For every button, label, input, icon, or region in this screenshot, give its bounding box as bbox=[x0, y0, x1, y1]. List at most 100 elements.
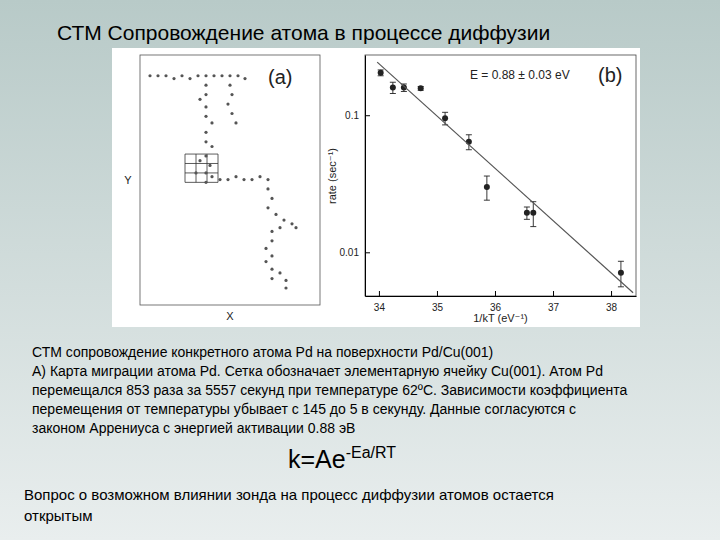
axis-line bbox=[366, 296, 637, 297]
error-bar-cap bbox=[484, 176, 490, 177]
trajectory-point bbox=[284, 286, 287, 289]
trajectory-point bbox=[274, 213, 277, 216]
error-bar-cap bbox=[484, 200, 490, 201]
background bbox=[0, 0, 720, 540]
y-tick-label: 0.1 bbox=[345, 110, 359, 121]
trajectory-point bbox=[264, 260, 267, 263]
trajectory-point bbox=[243, 77, 246, 80]
x-tick-label: 37 bbox=[548, 302, 560, 313]
trajectory-point bbox=[204, 84, 207, 87]
trajectory-point bbox=[234, 121, 237, 124]
caption-line: перемещения от температуры убывает с 145… bbox=[32, 401, 576, 417]
trajectory-point bbox=[204, 171, 207, 174]
trajectory-point bbox=[290, 222, 293, 225]
cell-grid-line bbox=[185, 163, 218, 164]
x-tick: 38 bbox=[606, 291, 618, 313]
annotation: E = 0.88 ± 0.03 eV bbox=[470, 68, 570, 82]
formula-base: k=Ae bbox=[288, 445, 346, 473]
trajectory-point bbox=[228, 84, 231, 87]
trajectory-point bbox=[204, 181, 207, 184]
trajectory-point bbox=[226, 102, 229, 105]
trajectory-point bbox=[204, 105, 207, 108]
data-point bbox=[378, 70, 384, 76]
trajectory-point bbox=[164, 74, 167, 77]
trajectory-point bbox=[212, 74, 215, 77]
trajectory-point bbox=[204, 140, 207, 143]
x-tick-mark bbox=[553, 291, 554, 296]
x-axis-label: X bbox=[226, 310, 234, 322]
trajectory-point bbox=[196, 74, 199, 77]
trajectory-point bbox=[270, 268, 273, 271]
error-bar-cap bbox=[401, 91, 407, 92]
cell-grid-line bbox=[185, 154, 186, 182]
x-tick-label: 35 bbox=[432, 302, 444, 313]
y-axis-label: rate (sec⁻¹) bbox=[326, 148, 338, 204]
data-point bbox=[442, 115, 448, 121]
trajectory-point bbox=[198, 98, 201, 101]
error-bar-cap bbox=[442, 112, 448, 113]
trajectory-point bbox=[226, 178, 229, 181]
x-tick-mark bbox=[437, 291, 438, 296]
formula-exponent: -Ea/RT bbox=[346, 444, 397, 461]
y-tick-mark bbox=[365, 115, 370, 116]
trajectory-point bbox=[210, 121, 213, 124]
slide: СТМ Сопровождение атома в процессе диффу… bbox=[0, 0, 720, 540]
x-tick-label: 38 bbox=[606, 302, 618, 313]
panel-label: (a) bbox=[268, 66, 292, 88]
trajectory-point bbox=[204, 154, 207, 157]
trajectory-point bbox=[218, 178, 221, 181]
trajectory-point bbox=[198, 159, 201, 162]
trajectory-point bbox=[230, 93, 233, 96]
x-tick-mark bbox=[611, 291, 612, 296]
data-point bbox=[524, 210, 530, 216]
trajectory-point bbox=[270, 239, 273, 242]
data-point bbox=[418, 85, 424, 91]
trajectory-point bbox=[194, 171, 197, 174]
data-point bbox=[618, 270, 624, 276]
trajectory-point bbox=[270, 277, 273, 280]
error-bar bbox=[524, 207, 530, 219]
data-point bbox=[484, 184, 490, 190]
trajectory-point bbox=[228, 74, 231, 77]
trajectory-point bbox=[180, 74, 183, 77]
y-tick-label: 0.01 bbox=[340, 247, 360, 258]
x-tick-mark bbox=[379, 291, 380, 296]
trajectory-point bbox=[278, 271, 281, 274]
error-bar bbox=[390, 82, 396, 93]
error-bar-cap bbox=[530, 226, 536, 227]
x-tick: 37 bbox=[548, 291, 560, 313]
x-axis: 3435363738 bbox=[366, 291, 637, 313]
trajectory-point bbox=[270, 254, 273, 257]
trajectory-point bbox=[282, 218, 285, 221]
axis-line bbox=[365, 56, 366, 297]
trajectory-point bbox=[156, 74, 159, 77]
y-tick-mark bbox=[365, 252, 370, 253]
trajectory-point bbox=[204, 74, 207, 77]
trajectory-point bbox=[278, 226, 281, 229]
x-tick: 34 bbox=[374, 291, 386, 313]
trajectory-point bbox=[210, 145, 213, 148]
trajectory-point bbox=[210, 175, 213, 178]
error-bar-cap bbox=[524, 207, 530, 208]
trajectory-point bbox=[208, 164, 211, 167]
y-axis-label: Y bbox=[124, 174, 132, 186]
trajectory-point bbox=[270, 197, 273, 200]
error-bar bbox=[378, 70, 384, 76]
trajectory-point bbox=[172, 77, 175, 80]
error-bar-cap bbox=[524, 219, 530, 220]
error-bar-cap bbox=[466, 134, 472, 135]
error-bar-cap bbox=[618, 286, 624, 287]
cell-grid-line bbox=[185, 182, 218, 183]
caption-line: перемещался 853 раза за 5557 секунд при … bbox=[32, 382, 627, 398]
cell-grid-line bbox=[185, 172, 218, 173]
plot-area bbox=[377, 62, 633, 293]
trajectory-point bbox=[234, 175, 237, 178]
x-tick: 35 bbox=[432, 291, 444, 313]
trajectory-point bbox=[270, 230, 273, 233]
x-axis-label: 1/kT (eV⁻¹) bbox=[473, 312, 528, 324]
error-bar-cap bbox=[390, 93, 396, 94]
trajectory-point bbox=[266, 206, 269, 209]
trajectory-point bbox=[204, 131, 207, 134]
data-point bbox=[390, 85, 396, 91]
trajectory-point bbox=[204, 93, 207, 96]
